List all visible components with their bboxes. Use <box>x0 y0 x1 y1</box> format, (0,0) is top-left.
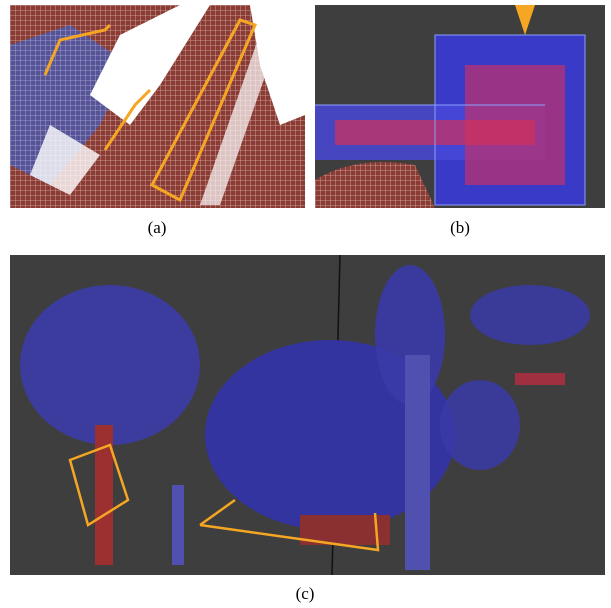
panel-c-image <box>10 255 605 575</box>
panel-b-image <box>315 5 605 208</box>
caption: (b) <box>450 218 470 238</box>
figure: (a) (b) (c) <box>0 0 611 608</box>
caption: (c) <box>296 584 315 604</box>
panel-a-image <box>10 5 305 208</box>
caption: (a) <box>148 218 167 238</box>
